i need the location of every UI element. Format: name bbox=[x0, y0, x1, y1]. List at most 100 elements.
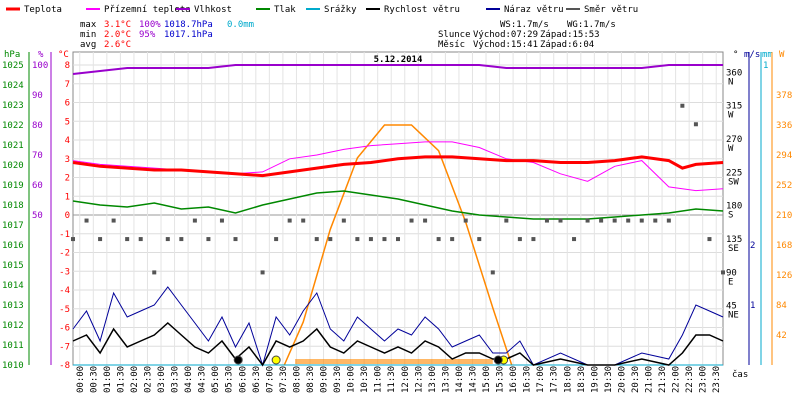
hpa-tick-label: 1011 bbox=[2, 341, 24, 351]
stats-temp: 2.6°C bbox=[104, 40, 131, 50]
wind-direction-point bbox=[450, 237, 455, 242]
hpa-tick-label: 1020 bbox=[2, 161, 24, 171]
series-solar-radiation bbox=[283, 124, 513, 366]
wind-direction-point bbox=[585, 218, 590, 223]
x-tick-label: 20:00 bbox=[617, 366, 627, 393]
x-tick-label: 01:30 bbox=[116, 366, 126, 393]
x-axis-label: čas bbox=[732, 369, 748, 380]
wind-direction-point bbox=[666, 218, 671, 223]
grid bbox=[73, 52, 723, 366]
wind-direction-point bbox=[84, 218, 89, 223]
wind-dir-tick-label: 360 bbox=[726, 68, 742, 78]
legend-item-wind-gust: Náraz větru bbox=[486, 5, 564, 15]
wind-direction-point bbox=[517, 237, 522, 242]
celsius-tick-label: -1 bbox=[59, 230, 70, 240]
stats-row-label: max bbox=[80, 20, 97, 30]
wind-dir-compass-label: S bbox=[728, 211, 733, 221]
legend-item-wind-speed: Rychlost větru bbox=[366, 5, 460, 15]
wind-direction-point bbox=[626, 218, 631, 223]
x-tick-label: 15:00 bbox=[482, 366, 492, 393]
x-tick-label: 23:00 bbox=[699, 366, 709, 393]
x-tick-label: 02:00 bbox=[130, 366, 140, 393]
stats-wind-speed: WS:1.7m/s bbox=[500, 20, 549, 30]
x-tick-label: 10:30 bbox=[360, 366, 370, 393]
x-tick-label: 05:00 bbox=[211, 366, 221, 393]
x-tick-label: 14:00 bbox=[455, 366, 465, 393]
wind-direction-point bbox=[287, 218, 292, 223]
wind-direction-point bbox=[504, 218, 509, 223]
wind-direction-point bbox=[544, 218, 549, 223]
x-tick-label: 10:00 bbox=[347, 366, 357, 393]
x-tick-label: 05:30 bbox=[225, 366, 235, 393]
legend-item-wind-direction: Směr větru bbox=[566, 5, 638, 15]
celsius-tick-label: 2 bbox=[65, 174, 70, 184]
wind-dir-tick-label: 180 bbox=[726, 202, 742, 212]
wind-direction-point bbox=[233, 237, 238, 242]
wind-dir-axis-label: ° bbox=[733, 50, 738, 60]
legend-item-temperature: Teplota bbox=[6, 5, 62, 15]
wind-direction-point bbox=[206, 237, 211, 242]
axes: 00:00 00:30 01:00 01:30 02:00 02:30 03:00 03:30… bbox=[2, 50, 792, 393]
celsius-tick-label: -3 bbox=[59, 267, 70, 277]
legend-label: Tlak bbox=[274, 5, 296, 15]
wind-dir-tick-label: 90 bbox=[726, 268, 737, 278]
celsius-tick-label: -4 bbox=[59, 286, 70, 296]
sun-label: Slunce bbox=[438, 30, 471, 40]
ms-axis-label: m/s bbox=[744, 50, 760, 60]
legend-label: Náraz větru bbox=[504, 5, 564, 15]
wind-direction-point bbox=[680, 103, 685, 108]
wind-direction-point bbox=[165, 237, 170, 242]
x-tick-label: 19:00 bbox=[590, 366, 600, 393]
x-tick-label: 22:30 bbox=[685, 366, 695, 393]
wind-direction-point bbox=[260, 270, 265, 275]
wind-direction-point bbox=[111, 218, 116, 223]
wind-direction-point bbox=[219, 218, 224, 223]
hpa-axis-label: hPa bbox=[4, 50, 20, 60]
x-tick-label: 20:30 bbox=[631, 366, 641, 393]
wind-direction-point bbox=[179, 237, 184, 242]
wind-direction-point bbox=[463, 218, 468, 223]
hpa-tick-label: 1023 bbox=[2, 101, 24, 111]
wind-direction-point bbox=[355, 237, 360, 242]
x-tick-label: 06:00 bbox=[238, 366, 248, 393]
x-tick-label: 07:00 bbox=[265, 366, 275, 393]
wind-direction-point bbox=[125, 237, 130, 242]
x-tick-label: 17:00 bbox=[536, 366, 546, 393]
celsius-tick-label: 3 bbox=[65, 155, 70, 165]
pct-tick-label: 100 bbox=[32, 61, 48, 71]
stats-wind-gust: WG:1.7m/s bbox=[567, 20, 616, 30]
legend-label: Vlhkost bbox=[194, 5, 232, 15]
pct-tick-label: 70 bbox=[32, 151, 43, 161]
x-tick-label: 12:30 bbox=[414, 366, 424, 393]
markers bbox=[233, 355, 509, 365]
legend-item-ground-temperature: Přízemní teplota bbox=[86, 5, 191, 15]
legend-label: Směr větru bbox=[584, 5, 638, 15]
wind-direction-point bbox=[152, 270, 157, 275]
x-tick-label: 08:00 bbox=[292, 366, 302, 393]
legend: Teplota Přízemní teplota Vlhkost Tlak Sr… bbox=[6, 5, 638, 15]
wind-direction-point bbox=[721, 270, 725, 275]
wind-dir-tick-label: 315 bbox=[726, 102, 742, 112]
wind-dir-compass-label: W bbox=[728, 111, 734, 121]
hpa-tick-label: 1022 bbox=[2, 121, 24, 131]
wind-dir-compass-label: NE bbox=[728, 311, 739, 321]
hpa-tick-label: 1017 bbox=[2, 221, 24, 231]
wind-direction-point bbox=[490, 270, 495, 275]
wind-direction-point bbox=[558, 218, 563, 223]
hpa-tick-label: 1012 bbox=[2, 321, 24, 331]
x-tick-label: 02:30 bbox=[143, 366, 153, 393]
wind-direction-point bbox=[409, 218, 414, 223]
wind-direction-point bbox=[639, 218, 644, 223]
series-solar-bar bbox=[295, 359, 493, 364]
wind-dir-compass-label: SE bbox=[728, 244, 739, 254]
wind-direction-point bbox=[436, 237, 441, 242]
moonrise-marker bbox=[493, 355, 503, 365]
hpa-tick-label: 1013 bbox=[2, 301, 24, 311]
x-tick-label: 18:30 bbox=[577, 366, 587, 393]
legend-label: Přízemní teplota bbox=[104, 5, 191, 15]
stats-temp: 3.1°C bbox=[104, 20, 131, 30]
wm2-tick-label: 252 bbox=[776, 181, 792, 191]
wind-direction-point bbox=[707, 237, 712, 242]
x-tick-label: 09:00 bbox=[320, 366, 330, 393]
